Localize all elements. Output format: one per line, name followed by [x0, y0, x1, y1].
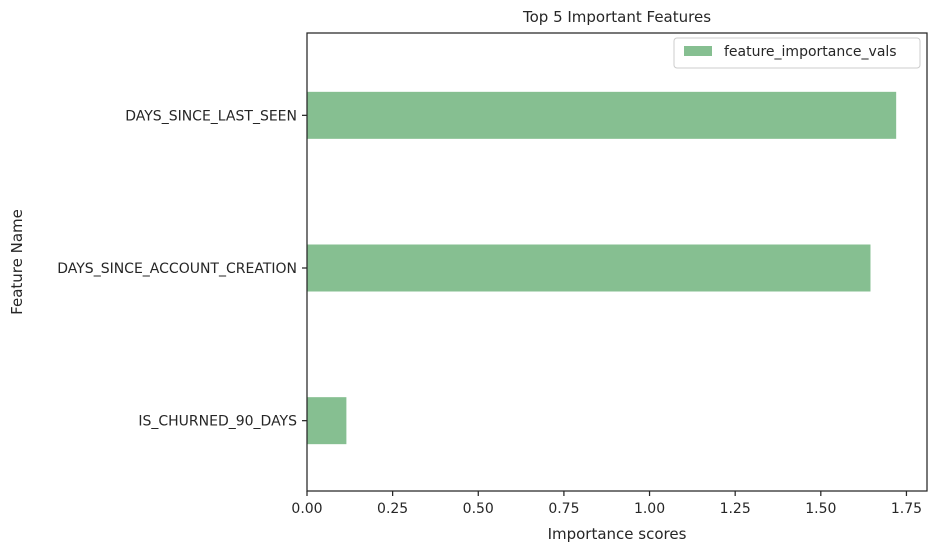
bar-days-since-last-seen: [307, 91, 897, 139]
x-tick-label: 1.25: [720, 501, 751, 517]
y-axis-title: Feature Name: [8, 209, 26, 315]
x-tick-label: 0.00: [291, 501, 322, 517]
x-tick-label: 1.50: [805, 501, 836, 517]
y-tick-label: DAYS_SINCE_LAST_SEEN: [125, 108, 297, 124]
bars-group: [307, 91, 897, 445]
x-tick-label: 1.75: [891, 501, 922, 517]
x-tick-label: 0.50: [463, 501, 494, 517]
legend: feature_importance_vals: [673, 37, 921, 69]
y-tick-label: IS_CHURNED_90_DAYS: [138, 414, 297, 430]
legend-box: [673, 37, 921, 69]
bar-days-since-account-creation: [307, 244, 871, 292]
x-tick-label: 0.25: [377, 501, 408, 517]
x-tick-label: 0.75: [548, 501, 579, 517]
chart-title: Top 5 Important Features: [522, 8, 711, 26]
x-axis-ticks: 0.00 0.25 0.50 0.75 1.00 1.25 1.50 1.75: [291, 491, 922, 517]
plot-frame: [306, 32, 928, 492]
x-axis-title: Importance scores: [548, 525, 687, 543]
bar-is-churned-90-days: [307, 397, 347, 445]
y-tick-label: DAYS_SINCE_ACCOUNT_CREATION: [57, 261, 297, 277]
legend-swatch: [684, 46, 712, 56]
x-tick-label: 1.00: [634, 501, 665, 517]
legend-label: feature_importance_vals: [724, 44, 897, 60]
y-axis-ticks: DAYS_SINCE_LAST_SEEN DAYS_SINCE_ACCOUNT_C…: [57, 108, 307, 430]
